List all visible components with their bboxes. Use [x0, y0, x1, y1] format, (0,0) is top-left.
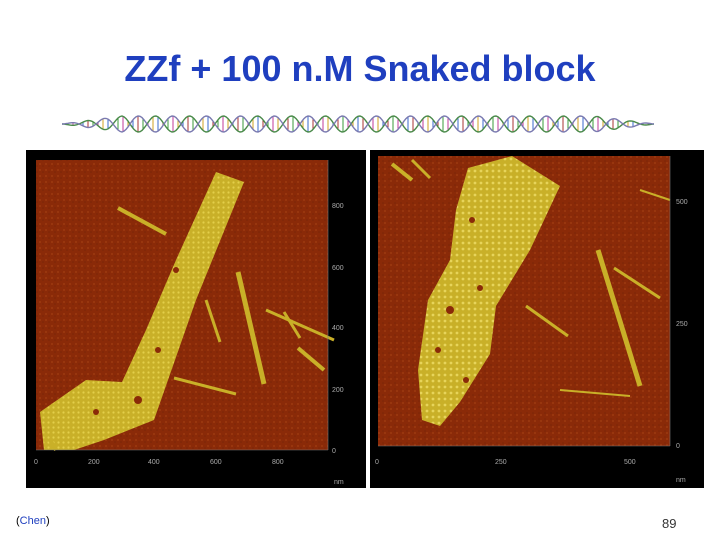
y-tick-label: 400	[332, 325, 344, 332]
x-tick-label: 600	[210, 459, 222, 466]
dna-filament	[595, 249, 643, 387]
dna-filament	[559, 389, 631, 397]
dna-filament	[639, 189, 671, 201]
y-tick-label: 200	[332, 387, 344, 394]
credit-citation: (Chen)	[16, 515, 50, 527]
x-tick-label: 0	[34, 459, 38, 466]
afm-right-svg: 500 250 0 0 250 500 nm	[375, 156, 688, 484]
dna-filament	[525, 304, 569, 338]
y-tick-label: 250	[676, 321, 688, 328]
dna-filament	[48, 438, 58, 452]
dna-filament	[173, 376, 237, 396]
x-tick-label: 800	[272, 459, 284, 466]
credit-name: Chen	[19, 515, 46, 527]
dna-filament	[296, 346, 326, 372]
x-tick-label: 500	[624, 459, 636, 466]
origami-sheet	[418, 156, 560, 426]
y-tick-label: 800	[332, 203, 344, 210]
dna-filament	[282, 311, 302, 339]
dna-filament	[204, 299, 222, 343]
x-tick-label: 400	[148, 459, 160, 466]
y-tick-label: 0	[332, 448, 336, 455]
afm-left-svg: 800 600 400 200 0 0 200 400 600 800 nm	[34, 160, 344, 486]
x-tick-label: 250	[495, 459, 507, 466]
unit-label: nm	[676, 477, 686, 484]
dna-filament	[613, 266, 661, 300]
x-tick-label: 200	[88, 459, 100, 466]
dna-filament	[117, 206, 167, 236]
y-tick-label: 0	[676, 443, 680, 450]
y-tick-label: 500	[676, 199, 688, 206]
afm-image-right: 500 250 0 0 250 500 nm	[370, 150, 704, 488]
origami-sheet	[40, 172, 244, 450]
dna-backbone	[62, 115, 654, 133]
page-number: 89	[662, 516, 677, 531]
slide-title: ZZf + 100 n.M Snaked block	[124, 48, 596, 89]
dna-filament	[390, 162, 414, 182]
y-tick-label: 600	[332, 265, 344, 272]
afm-image-left: 800 600 400 200 0 0 200 400 600 800 nm	[26, 150, 366, 488]
dna-helix-decoration	[62, 115, 654, 133]
dna-filament	[265, 308, 335, 342]
unit-label: nm	[334, 479, 344, 486]
dna-filament	[410, 158, 432, 180]
dna-filament	[235, 271, 267, 385]
x-tick-label: 0	[375, 459, 379, 466]
dna-strands	[62, 115, 654, 133]
